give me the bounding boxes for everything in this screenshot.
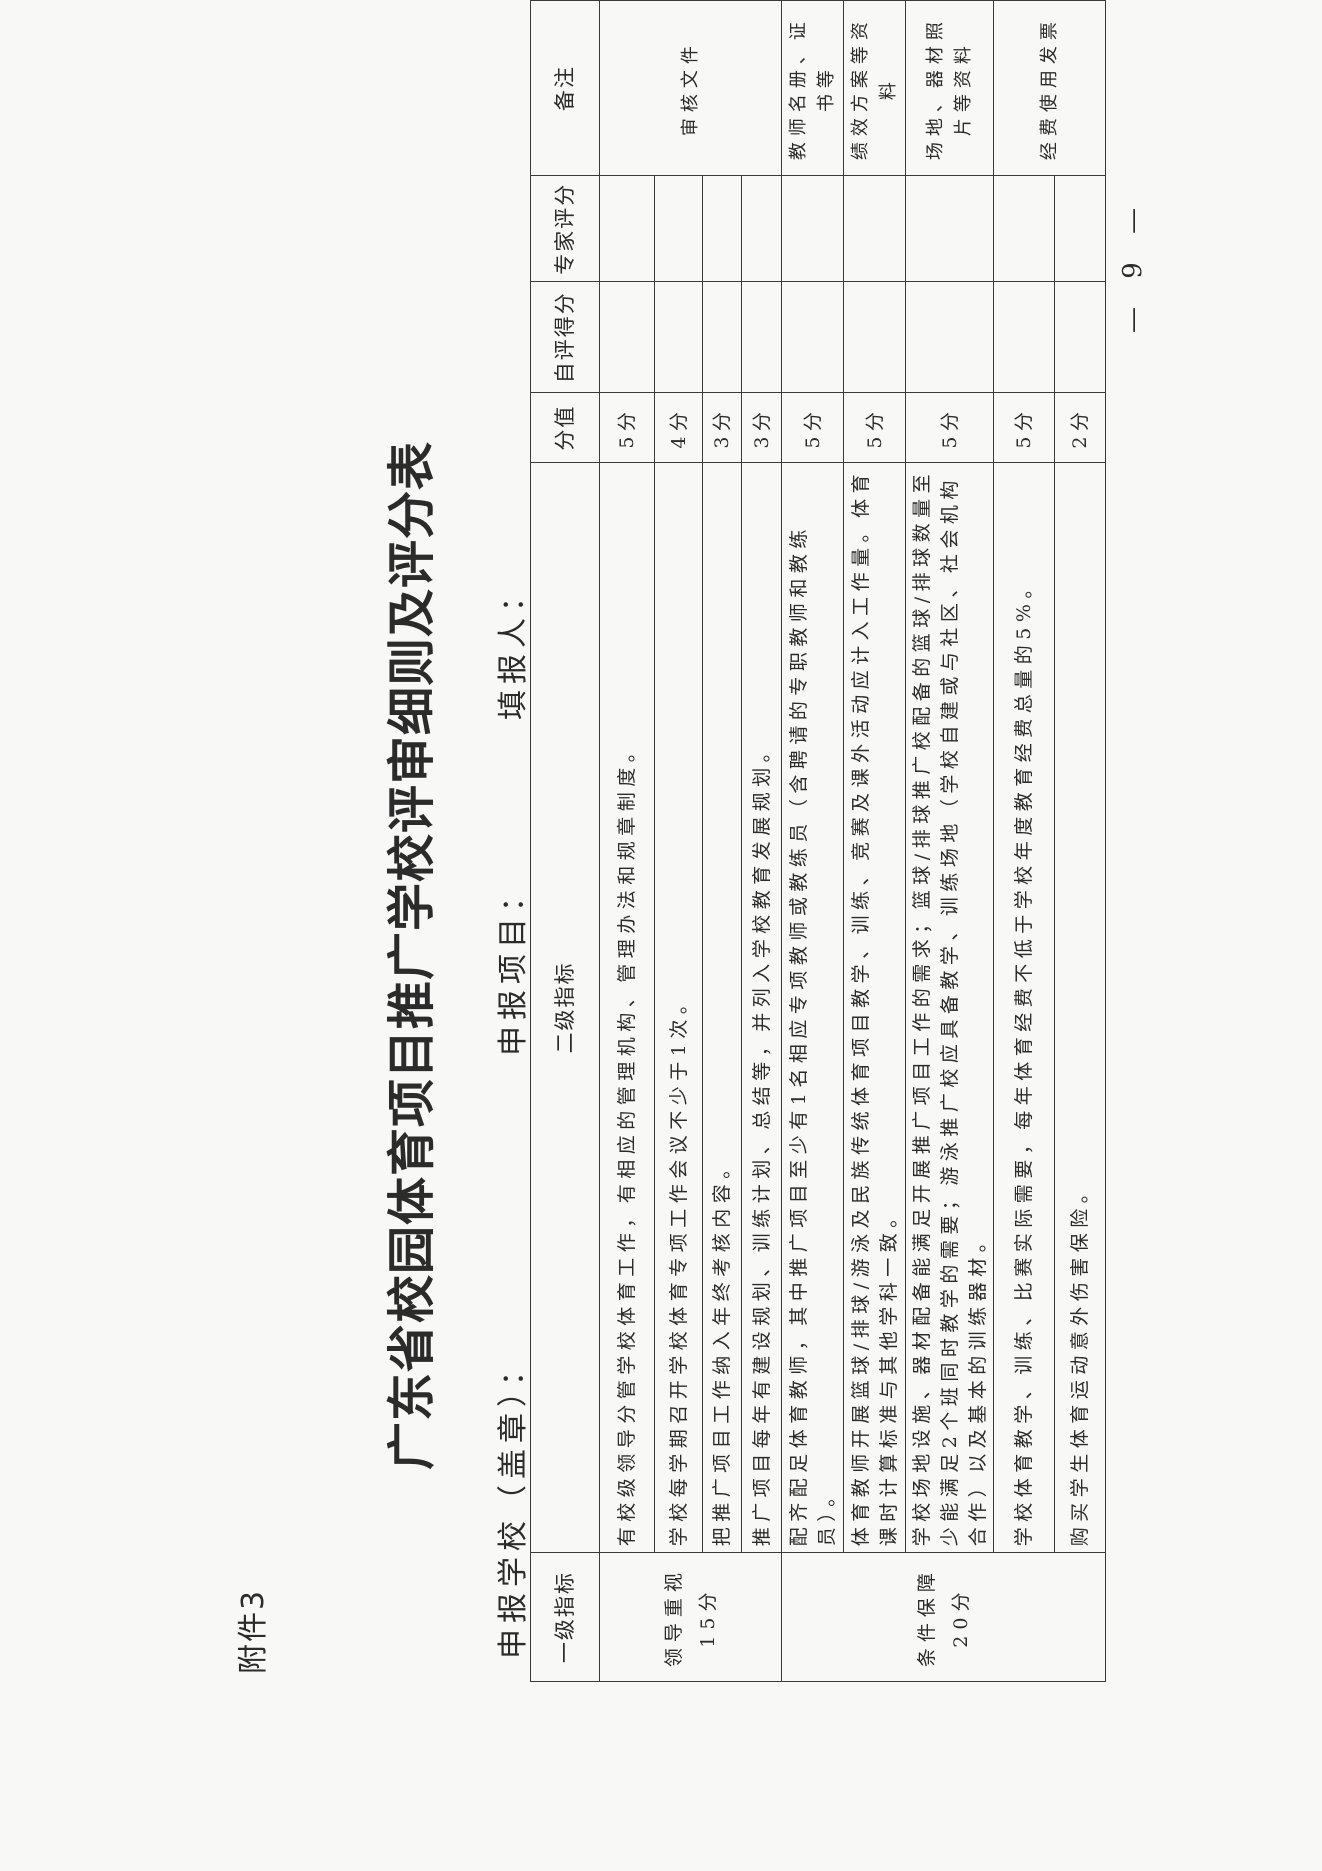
criterion-text: 配齐配足体育教师，其中推广项目至少有1名相应专项教师或教练员（含聘请的专职教师和…	[787, 524, 810, 1547]
attachment-label: 附件3	[236, 1588, 271, 1674]
scoring-table: 一级指标 二级指标 分值 自评得分 专家评分 备注 领导重视 15分 有校级领导分…	[530, 0, 1106, 1682]
criterion-text: 员）。	[815, 1482, 838, 1547]
header-level1: 一级指标	[530, 1552, 600, 1682]
self-score-input[interactable]	[702, 281, 742, 393]
category-cell: 条件保障 20分	[781, 1552, 1106, 1682]
criterion-text: 合作）以及基本的训练器材。	[966, 1227, 989, 1547]
expert-score-input[interactable]	[781, 175, 844, 282]
criterion-cell: 有校级领导分管学校体育工作，有相应的管理机构、管理办法和规章制度。	[599, 462, 655, 1553]
criterion-cell: 把推广项目工作纳入年终考核内容。	[702, 462, 742, 1553]
table-row: 领导重视 15分 有校级领导分管学校体育工作，有相应的管理机构、管理办法和规章制度…	[599, 0, 782, 1682]
filler-label: 填报人：	[496, 576, 531, 720]
category-name: 条件保障	[915, 1567, 938, 1668]
note-cell: 教师名册、证书等	[781, 0, 844, 176]
category-cell: 领导重视 15分	[599, 1552, 782, 1682]
criterion-text: 体育教师开展篮球/排球/游泳及民族传统体育项目教学、训练、竞赛及课外活动应计入工…	[849, 468, 872, 1547]
self-score-input[interactable]	[1054, 281, 1106, 393]
expert-score-input[interactable]	[599, 175, 655, 282]
note-cell: 场地、器材照片等资料	[905, 0, 994, 176]
category-score: 15分	[696, 1586, 719, 1648]
table-row: 学校场地设施、器材配备能满足开展推广项目工作的需求；篮球/排球推广校配备的篮球/…	[905, 0, 994, 1682]
page-number: — 9 —	[1118, 197, 1148, 333]
header-score: 分值	[530, 392, 600, 463]
self-score-input[interactable]	[599, 281, 655, 393]
table-row: 体育教师开展篮球/排球/游泳及民族传统体育项目教学、训练、竞赛及课外活动应计入工…	[843, 0, 906, 1682]
table-row: 学校体育教学、训练、比赛实际需要，每年体育经费不低于学校年度教育经费总量的5%。…	[993, 0, 1106, 1682]
header-level2: 二级指标	[530, 462, 600, 1553]
criterion-text: 学校每学期召开学校体育专项工作会议不少于1次。	[667, 989, 690, 1547]
criterion-cell: 体育教师开展篮球/排球/游泳及民族传统体育项目教学、训练、竞赛及课外活动应计入工…	[843, 462, 906, 1553]
table-header-row: 一级指标 二级指标 分值 自评得分 专家评分 备注	[530, 0, 600, 1682]
criterion-text: 少能满足2个班同时教学的需要；游泳推广校应具备教学、训练场地（学校自建或与社区、…	[938, 475, 961, 1547]
self-score-input[interactable]	[781, 281, 844, 393]
score-cell: 5分	[599, 392, 655, 463]
school-label: 申报学校（盖章）：	[496, 1350, 531, 1659]
note-cell: 审核文件	[599, 0, 782, 176]
category-name: 领导重视	[662, 1567, 685, 1668]
criterion-text: 学校场地设施、器材配备能满足开展推广项目工作的需求；篮球/排球推广校配备的篮球/…	[910, 468, 933, 1547]
score-cell: 5分	[993, 392, 1055, 463]
category-score: 20分	[949, 1586, 972, 1648]
criterion-cell: 推广项目每年有建设规划、训练计划、总结等，并列入学校教育发展规划。	[741, 462, 782, 1553]
score-cell: 3分	[741, 392, 782, 463]
project-label: 申报项目：	[496, 876, 531, 1056]
table-row: 学校每学期召开学校体育专项工作会议不少于1次。 4分	[654, 1, 703, 1682]
self-score-input[interactable]	[905, 281, 994, 393]
criterion-text: 把推广项目工作纳入年终考核内容。	[711, 1154, 733, 1547]
self-score-input[interactable]	[843, 281, 906, 393]
expert-score-input[interactable]	[905, 175, 994, 282]
score-cell: 3分	[702, 392, 742, 463]
criterion-cell: 学校体育教学、训练、比赛实际需要，每年体育经费不低于学校年度教育经费总量的5%。	[993, 462, 1055, 1553]
header-expert-score: 专家评分	[530, 175, 600, 282]
self-score-input[interactable]	[654, 281, 703, 393]
score-cell: 4分	[654, 392, 703, 463]
self-score-input[interactable]	[993, 281, 1055, 393]
table-row: 购买学生体育运动意外伤害保险。 2分	[1054, 1, 1106, 1682]
criterion-cell: 配齐配足体育教师，其中推广项目至少有1名相应专项教师或教练员（含聘请的专职教师和…	[781, 462, 844, 1553]
note-cell: 绩效方案等资料	[843, 0, 906, 176]
expert-score-input[interactable]	[1054, 175, 1106, 282]
score-cell: 2分	[1054, 392, 1106, 463]
criterion-cell: 购买学生体育运动意外伤害保险。	[1054, 462, 1106, 1553]
table-row: 推广项目每年有建设规划、训练计划、总结等，并列入学校教育发展规划。 3分	[741, 1, 782, 1682]
criterion-text: 推广项目每年有建设规划、训练计划、总结等，并列入学校教育发展规划。	[750, 737, 773, 1547]
score-cell: 5分	[781, 392, 844, 463]
page-title: 广东省校园体育项目推广学校评审细则及评分表	[384, 441, 440, 1471]
self-score-input[interactable]	[741, 281, 782, 393]
score-cell: 5分	[905, 392, 994, 463]
expert-score-input[interactable]	[843, 175, 906, 282]
criterion-text: 购买学生体育运动意外伤害保险。	[1069, 1178, 1091, 1547]
score-cell: 5分	[843, 392, 906, 463]
note-cell: 经费使用发票	[993, 0, 1106, 176]
criterion-text: 课时计算标准与其他学科一致。	[877, 1203, 900, 1547]
criterion-text: 有校级领导分管学校体育工作，有相应的管理机构、管理办法和规章制度。	[616, 737, 638, 1547]
header-self-score: 自评得分	[530, 281, 600, 393]
expert-score-input[interactable]	[702, 175, 742, 282]
header-notes: 备注	[530, 0, 600, 176]
table-row: 把推广项目工作纳入年终考核内容。 3分	[702, 1, 742, 1682]
table-row: 条件保障 20分 配齐配足体育教师，其中推广项目至少有1名相应专项教师或教练员（含…	[781, 0, 1106, 1682]
criterion-cell: 学校每学期召开学校体育专项工作会议不少于1次。	[654, 462, 703, 1553]
expert-score-input[interactable]	[993, 175, 1055, 282]
criterion-text: 学校体育教学、训练、比赛实际需要，每年体育经费不低于学校年度教育经费总量的5%。	[1013, 574, 1035, 1547]
expert-score-input[interactable]	[741, 175, 782, 282]
expert-score-input[interactable]	[654, 175, 703, 282]
criterion-cell: 学校场地设施、器材配备能满足开展推广项目工作的需求；篮球/排球推广校配备的篮球/…	[905, 462, 994, 1553]
